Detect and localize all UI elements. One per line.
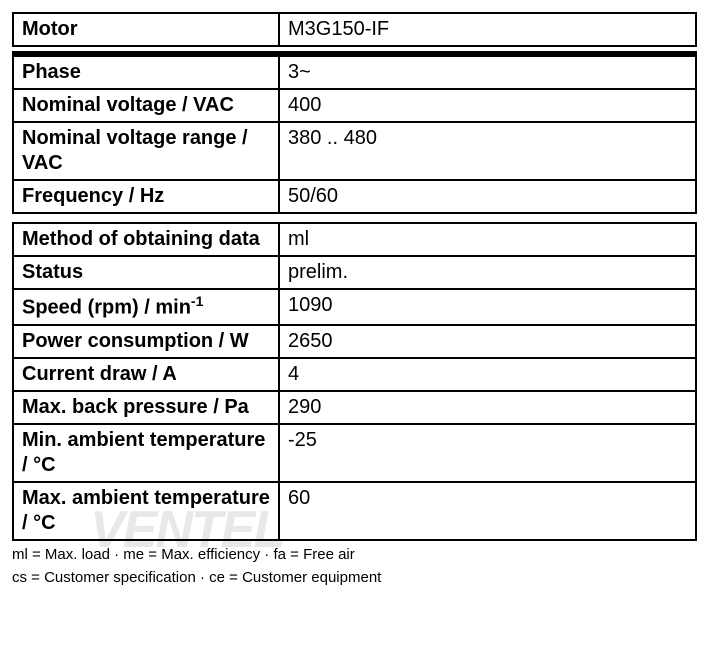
table-row: Method of obtaining data ml (13, 223, 696, 256)
table-row: Phase 3~ (13, 56, 696, 89)
row-label: Phase (13, 56, 279, 89)
table-row: Min. ambient temperature / °C -25 (13, 424, 696, 482)
row-label: Min. ambient temperature / °C (13, 424, 279, 482)
row-value: 380 .. 480 (279, 122, 696, 180)
spec-table-2: Phase 3~ Nominal voltage / VAC 400 Nomin… (12, 55, 697, 214)
table-row: Max. back pressure / Pa 290 (13, 391, 696, 424)
table-row: Motor M3G150-IF (13, 13, 696, 46)
row-value: 4 (279, 358, 696, 391)
table-row: Power consumption / W 2650 (13, 325, 696, 358)
row-value: 60 (279, 482, 696, 540)
row-value: prelim. (279, 256, 696, 289)
row-label: Power consumption / W (13, 325, 279, 358)
row-label: Frequency / Hz (13, 180, 279, 213)
row-value: 3~ (279, 56, 696, 89)
table-row: Speed (rpm) / min-1 1090 (13, 289, 696, 325)
row-label: Max. back pressure / Pa (13, 391, 279, 424)
table-row: Nominal voltage range / VAC 380 .. 480 (13, 122, 696, 180)
table-row: Nominal voltage / VAC 400 (13, 89, 696, 122)
row-label: Motor (13, 13, 279, 46)
footnote-line-1: ml = Max. load · me = Max. efficiency · … (12, 545, 697, 565)
row-value: M3G150-IF (279, 13, 696, 46)
row-value: 50/60 (279, 180, 696, 213)
spec-table-3: Method of obtaining data ml Status preli… (12, 222, 697, 541)
row-label: Max. ambient temperature / °C (13, 482, 279, 540)
row-label: Nominal voltage range / VAC (13, 122, 279, 180)
row-value: 1090 (279, 289, 696, 325)
footnote-line-2: cs = Customer specification · ce = Custo… (12, 568, 697, 588)
spec-table-1: Motor M3G150-IF (12, 12, 697, 47)
row-value: -25 (279, 424, 696, 482)
row-label: Speed (rpm) / min-1 (13, 289, 279, 325)
row-label: Current draw / A (13, 358, 279, 391)
row-label: Nominal voltage / VAC (13, 89, 279, 122)
row-value: ml (279, 223, 696, 256)
table-row: Current draw / A 4 (13, 358, 696, 391)
row-value: 290 (279, 391, 696, 424)
table-row: Status prelim. (13, 256, 696, 289)
table-row: Frequency / Hz 50/60 (13, 180, 696, 213)
section-gap (12, 47, 697, 55)
section-gap (12, 214, 697, 222)
table-row: Max. ambient temperature / °C 60 (13, 482, 696, 540)
row-value: 400 (279, 89, 696, 122)
row-value: 2650 (279, 325, 696, 358)
row-label: Status (13, 256, 279, 289)
row-label: Method of obtaining data (13, 223, 279, 256)
